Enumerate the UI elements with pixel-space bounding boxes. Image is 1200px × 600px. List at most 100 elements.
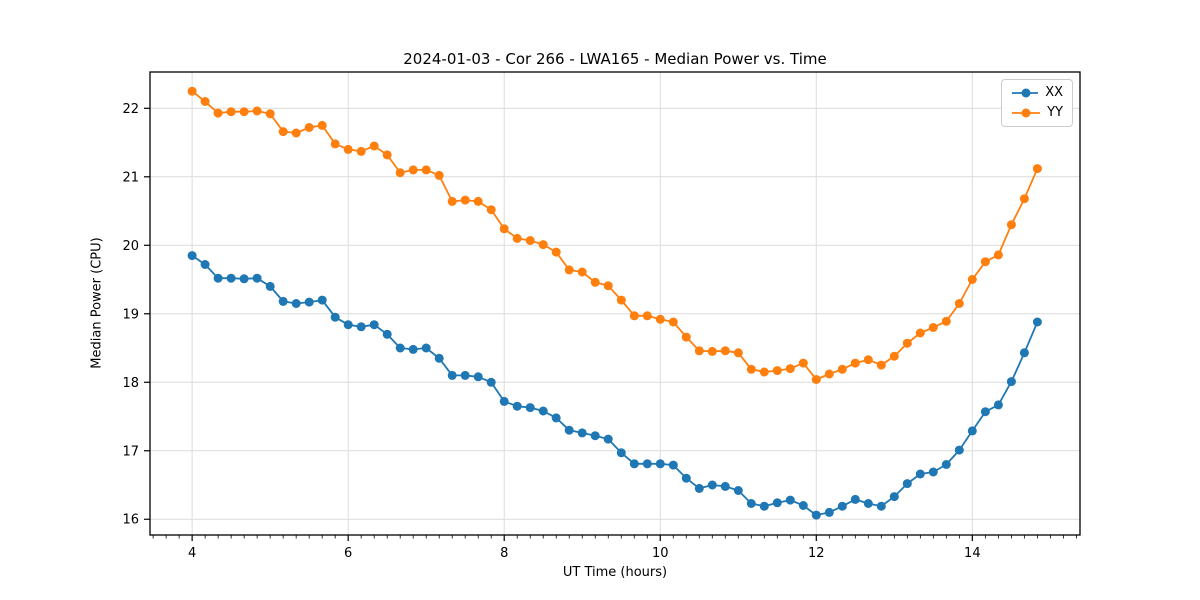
- data-point-yy: [967, 275, 977, 284]
- data-point-xx: [642, 459, 652, 469]
- data-point-xx: [993, 400, 1003, 410]
- data-point-xx: [1032, 317, 1042, 327]
- data-point-xx: [356, 322, 366, 332]
- data-point-yy: [772, 366, 782, 376]
- data-point-xx: [837, 501, 847, 511]
- y-tick-label: 16: [122, 513, 139, 528]
- data-point-xx: [850, 494, 860, 504]
- data-point-xx: [1006, 377, 1016, 387]
- data-point-xx: [720, 481, 730, 491]
- data-point-yy: [317, 120, 327, 130]
- data-point-yy: [694, 346, 704, 356]
- data-point-xx: [824, 507, 834, 517]
- data-point-yy: [876, 360, 886, 370]
- data-point-yy: [447, 196, 457, 206]
- data-point-xx: [473, 372, 483, 382]
- data-point-xx: [434, 353, 444, 363]
- data-point-xx: [447, 370, 457, 380]
- legend: XX YY: [1001, 79, 1073, 127]
- data-point-xx: [694, 483, 704, 493]
- data-point-xx: [421, 343, 431, 353]
- data-point-yy: [785, 364, 795, 374]
- data-point-xx: [889, 492, 899, 502]
- y-tick-label: 21: [122, 170, 139, 185]
- legend-swatch-yy-line-marker-icon: [1012, 108, 1040, 118]
- data-point-yy: [200, 97, 210, 106]
- data-point-yy: [213, 108, 223, 118]
- data-point-xx: [460, 370, 470, 380]
- data-point-xx: [590, 431, 600, 441]
- data-point-xx: [304, 297, 314, 307]
- data-point-yy: [187, 86, 197, 96]
- data-point-yy: [330, 139, 340, 149]
- data-point-yy: [486, 205, 496, 215]
- data-point-yy: [746, 364, 756, 374]
- y-axis-label: Median Power (CPU): [89, 237, 105, 369]
- data-point-yy: [863, 355, 873, 365]
- data-point-yy: [681, 332, 691, 342]
- data-point-xx: [954, 445, 964, 455]
- data-point-yy: [824, 369, 834, 379]
- data-point-xx: [252, 273, 262, 283]
- data-point-yy: [1006, 220, 1016, 230]
- data-point-yy: [369, 141, 379, 151]
- data-point-xx: [343, 320, 353, 330]
- data-point-yy: [720, 346, 730, 356]
- data-point-yy: [850, 358, 860, 368]
- data-point-xx: [785, 495, 795, 505]
- x-tick-label: 10: [652, 546, 669, 561]
- legend-label-yy: YY: [1047, 105, 1063, 120]
- series-line-xx: [191, 254, 1039, 516]
- data-point-xx: [707, 480, 717, 490]
- legend-entry-xx: XX: [1011, 85, 1063, 101]
- data-point-yy: [733, 348, 743, 358]
- x-tick-label: 6: [344, 546, 352, 561]
- data-point-yy: [382, 150, 392, 160]
- data-point-xx: [655, 459, 665, 469]
- data-point-yy: [629, 311, 639, 321]
- data-point-yy: [655, 314, 665, 324]
- data-point-xx: [382, 329, 392, 339]
- data-point-xx: [772, 498, 782, 508]
- data-point-yy: [811, 375, 821, 384]
- data-point-xx: [213, 273, 223, 283]
- data-point-xx: [798, 501, 808, 510]
- data-point-yy: [304, 123, 314, 132]
- data-point-yy: [837, 364, 847, 374]
- data-point-xx: [564, 425, 574, 435]
- data-point-yy: [499, 224, 509, 234]
- data-point-xx: [668, 460, 678, 470]
- data-point-xx: [863, 499, 873, 508]
- x-tick-label: 14: [964, 546, 981, 561]
- data-point-yy: [538, 240, 548, 250]
- data-point-yy: [642, 311, 652, 321]
- data-point-yy: [798, 358, 808, 368]
- data-point-xx: [408, 344, 418, 354]
- data-point-yy: [954, 299, 964, 308]
- data-point-yy: [278, 127, 288, 137]
- data-point-xx: [330, 312, 340, 322]
- data-point-xx: [187, 251, 197, 261]
- data-point-xx: [759, 501, 769, 511]
- data-point-xx: [629, 459, 639, 469]
- data-point-yy: [408, 165, 418, 175]
- data-point-yy: [1019, 194, 1029, 204]
- data-point-xx: [811, 510, 821, 520]
- data-point-xx: [512, 401, 522, 411]
- data-point-xx: [525, 403, 535, 413]
- data-point-yy: [980, 257, 990, 267]
- data-point-xx: [278, 296, 288, 306]
- data-point-yy: [343, 144, 353, 154]
- data-point-xx: [369, 320, 379, 330]
- data-point-yy: [928, 323, 938, 332]
- data-point-yy: [759, 367, 769, 377]
- y-tick-label: 19: [122, 307, 139, 322]
- data-point-xx: [876, 501, 886, 511]
- data-point-xx: [681, 473, 691, 483]
- data-point-yy: [252, 106, 262, 116]
- data-point-yy: [889, 351, 899, 361]
- x-axis-label: UT Time (hours): [562, 565, 668, 580]
- data-point-yy: [239, 107, 249, 117]
- data-point-xx: [499, 396, 509, 406]
